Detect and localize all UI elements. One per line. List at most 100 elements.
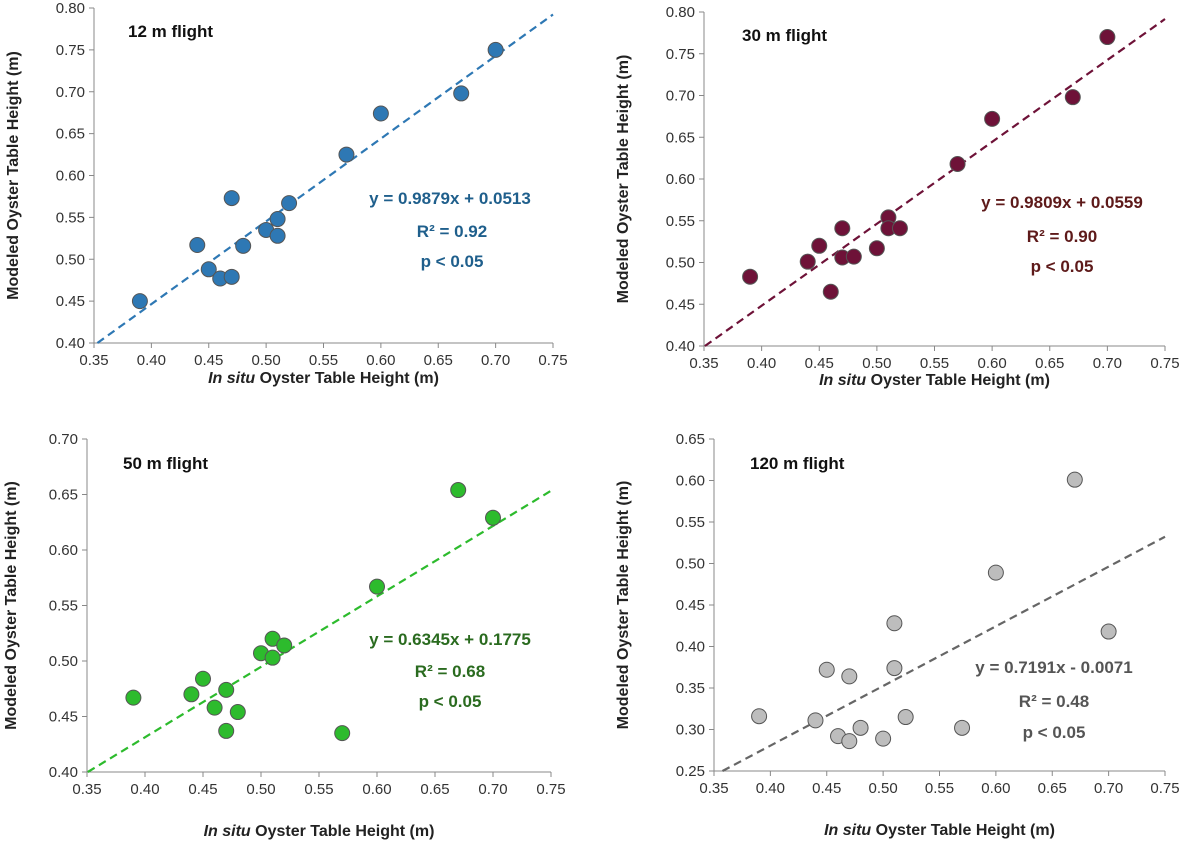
- data-point: [269, 211, 286, 228]
- y-tick-label: 0.30: [676, 722, 705, 739]
- y-tick-label: 0.50: [49, 653, 78, 670]
- data-point: [897, 709, 914, 726]
- data-point: [183, 686, 200, 703]
- regression-equation: y = 0.7191x - 0.0071: [975, 658, 1132, 677]
- x-tick-label: 0.75: [1150, 355, 1179, 372]
- y-tick-label: 0.75: [56, 42, 85, 59]
- y-tick-label: 0.65: [49, 487, 78, 504]
- y-tick-label: 0.50: [56, 251, 85, 268]
- p-value-label: p < 0.05: [419, 692, 482, 711]
- data-point: [334, 725, 351, 742]
- data-point: [1099, 29, 1116, 46]
- y-tick-label: 0.75: [666, 46, 695, 63]
- x-axis-title: In situ Oyster Table Height (m): [208, 370, 439, 387]
- y-axis-title: Modeled Oyster Table Height (m): [615, 481, 632, 730]
- y-tick-label: 0.35: [676, 680, 705, 697]
- data-point: [891, 220, 908, 237]
- data-point: [125, 689, 142, 706]
- x-tick-label: 0.75: [536, 781, 565, 798]
- scatter-panel: 0.35 0.40 0.45 0.50 0.55 0.60 0.65 0.70 0.750.40…: [5, 0, 568, 387]
- data-point: [450, 482, 467, 499]
- x-tick-label: 0.60: [366, 352, 395, 369]
- data-point: [954, 719, 971, 736]
- y-tick-label: 0.55: [49, 598, 78, 615]
- y-tick-label: 0.55: [676, 514, 705, 531]
- data-point: [751, 708, 768, 725]
- scatter-panel: 0.35 0.40 0.45 0.50 0.55 0.60 0.65 0.70 0.750.40…: [3, 431, 566, 840]
- trend-line: [721, 535, 1166, 772]
- y-tick-label: 0.60: [676, 473, 705, 490]
- data-point: [984, 110, 1001, 127]
- y-tick-label: 0.50: [676, 556, 705, 573]
- x-tick-label: 0.40: [747, 355, 776, 372]
- r-squared-label: R² = 0.68: [415, 662, 485, 681]
- x-tick-label: 0.70: [478, 781, 507, 798]
- data-point: [338, 146, 355, 163]
- y-tick-label: 0.65: [676, 431, 705, 448]
- y-tick-label: 0.45: [49, 709, 78, 726]
- data-point: [811, 237, 828, 254]
- regression-equation: y = 0.9879x + 0.0513: [369, 189, 531, 208]
- y-axis-title: Modeled Oyster Table Height (m): [5, 51, 22, 300]
- data-point: [189, 237, 206, 254]
- x-tick-label: 0.60: [362, 781, 391, 798]
- x-tick-label: 0.50: [246, 781, 275, 798]
- panel-title: 12 m flight: [128, 22, 213, 41]
- x-tick-label: 0.75: [1150, 780, 1179, 797]
- x-tick-label: 0.35: [699, 780, 728, 797]
- panel-title: 50 m flight: [123, 454, 208, 473]
- trend-line: [704, 18, 1166, 347]
- regression-equation: y = 0.9809x + 0.0559: [981, 193, 1143, 212]
- panel-title: 30 m flight: [742, 26, 827, 45]
- x-tick-label: 0.40: [137, 352, 166, 369]
- data-point: [206, 699, 223, 716]
- y-tick-label: 0.40: [49, 764, 78, 781]
- x-tick-label: 0.50: [252, 352, 281, 369]
- x-tick-label: 0.55: [309, 352, 338, 369]
- x-tick-label: 0.45: [812, 780, 841, 797]
- y-tick-label: 0.80: [666, 4, 695, 21]
- p-value-label: p < 0.05: [1023, 723, 1086, 742]
- y-axis-title: Modeled Oyster Table Height (m): [615, 55, 632, 304]
- r-squared-label: R² = 0.48: [1019, 692, 1089, 711]
- x-tick-label: 0.45: [188, 781, 217, 798]
- data-point: [1100, 623, 1117, 640]
- x-tick-label: 0.60: [978, 355, 1007, 372]
- p-value-label: p < 0.05: [1031, 257, 1094, 276]
- data-point: [834, 220, 851, 237]
- data-point: [949, 155, 966, 172]
- x-tick-label: 0.65: [1035, 355, 1064, 372]
- data-point: [453, 85, 470, 102]
- y-tick-label: 0.55: [56, 209, 85, 226]
- x-tick-label: 0.45: [805, 355, 834, 372]
- x-tick-label: 0.70: [1093, 355, 1122, 372]
- x-tick-label: 0.70: [481, 352, 510, 369]
- y-tick-label: 0.40: [676, 639, 705, 656]
- y-tick-label: 0.50: [666, 255, 695, 272]
- data-point: [269, 227, 286, 244]
- data-point: [195, 670, 211, 687]
- data-point: [218, 681, 235, 698]
- x-tick-label: 0.60: [981, 780, 1010, 797]
- y-tick-label: 0.45: [666, 296, 695, 313]
- data-point: [875, 730, 892, 747]
- x-tick-label: 0.55: [920, 355, 949, 372]
- trend-line: [96, 13, 554, 344]
- data-point: [264, 649, 281, 666]
- x-tick-label: 0.35: [79, 352, 108, 369]
- data-point: [841, 733, 858, 750]
- x-tick-label: 0.50: [862, 355, 891, 372]
- y-tick-label: 0.60: [56, 168, 85, 185]
- data-point: [799, 253, 816, 270]
- data-point: [868, 240, 885, 257]
- p-value-label: p < 0.05: [421, 252, 484, 271]
- y-tick-label: 0.60: [49, 542, 78, 559]
- data-point: [276, 637, 293, 654]
- y-tick-label: 0.55: [666, 213, 695, 230]
- data-point: [818, 661, 835, 678]
- x-axis-title: In situ Oyster Table Height (m): [204, 823, 435, 840]
- y-tick-label: 0.45: [56, 293, 85, 310]
- x-tick-label: 0.55: [925, 780, 954, 797]
- data-point: [485, 509, 501, 526]
- r-squared-label: R² = 0.92: [417, 222, 487, 241]
